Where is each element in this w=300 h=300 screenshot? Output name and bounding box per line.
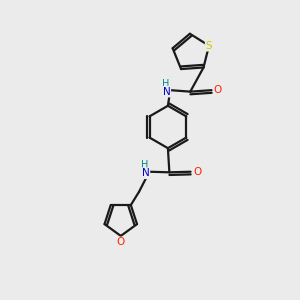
Text: O: O — [193, 167, 201, 177]
Text: H: H — [141, 160, 148, 170]
Text: O: O — [214, 85, 222, 95]
Text: N: N — [163, 87, 170, 97]
Text: S: S — [206, 41, 212, 51]
Text: O: O — [117, 237, 125, 248]
Text: N: N — [142, 168, 149, 178]
Text: H: H — [162, 79, 169, 89]
